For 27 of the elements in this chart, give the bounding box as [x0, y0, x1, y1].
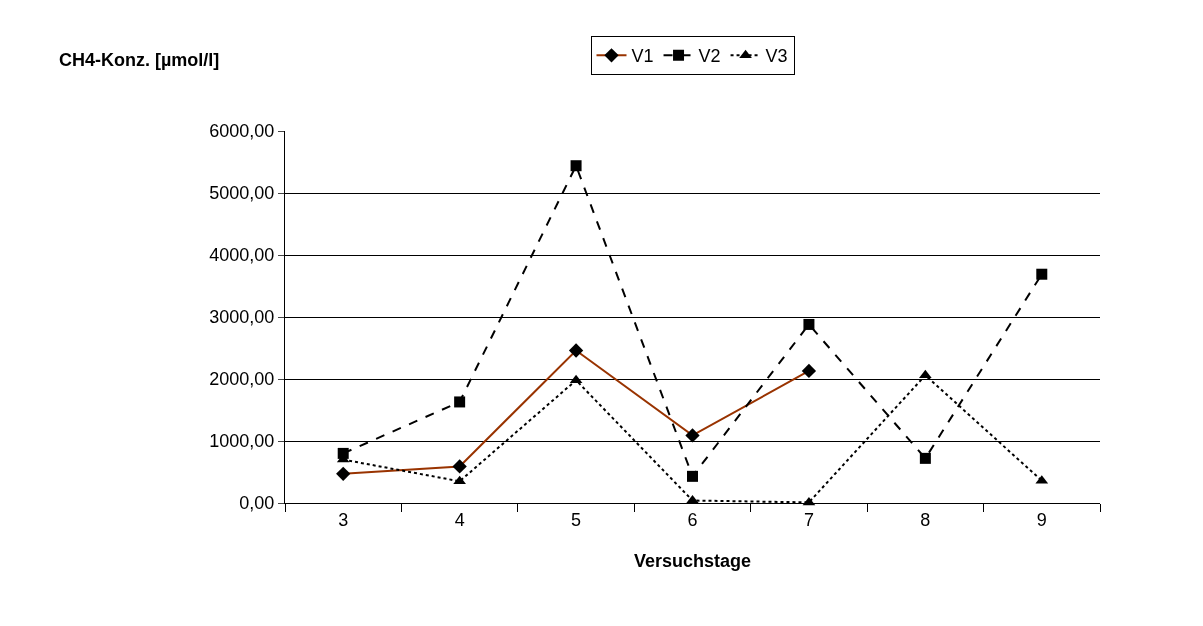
y-tick-label: 5000,00 [209, 183, 275, 204]
point [453, 475, 466, 485]
x-tick-label: 6 [687, 509, 698, 530]
y-tick-label: 0,00 [239, 493, 275, 514]
point [454, 396, 466, 408]
x-tick-label: 8 [920, 509, 931, 530]
y-tick-label: 2000,00 [209, 369, 275, 390]
point [1036, 268, 1048, 280]
x-tick-label: 3 [338, 509, 349, 530]
point [919, 369, 932, 379]
legend-label: V2 [698, 46, 721, 67]
point [919, 452, 931, 464]
x-axis-title: Versuchstage [633, 550, 752, 571]
point [803, 318, 815, 330]
legend-label: V1 [631, 46, 654, 67]
y-tick-label: 1000,00 [209, 431, 275, 452]
y-axis-title: CH4-Konz. [µmol/l] [59, 50, 220, 70]
point [570, 160, 582, 172]
point [687, 470, 698, 482]
x-tick-label: 5 [571, 509, 582, 530]
x-tick-label: 4 [454, 509, 465, 530]
y-tick-label: 3000,00 [209, 307, 275, 328]
legend-label: V3 [765, 46, 788, 67]
x-tick-label: 9 [1036, 509, 1047, 530]
x-tick-label: 7 [803, 509, 814, 530]
y-tick-label: 6000,00 [209, 121, 275, 142]
y-tick-label: 4000,00 [209, 245, 275, 266]
